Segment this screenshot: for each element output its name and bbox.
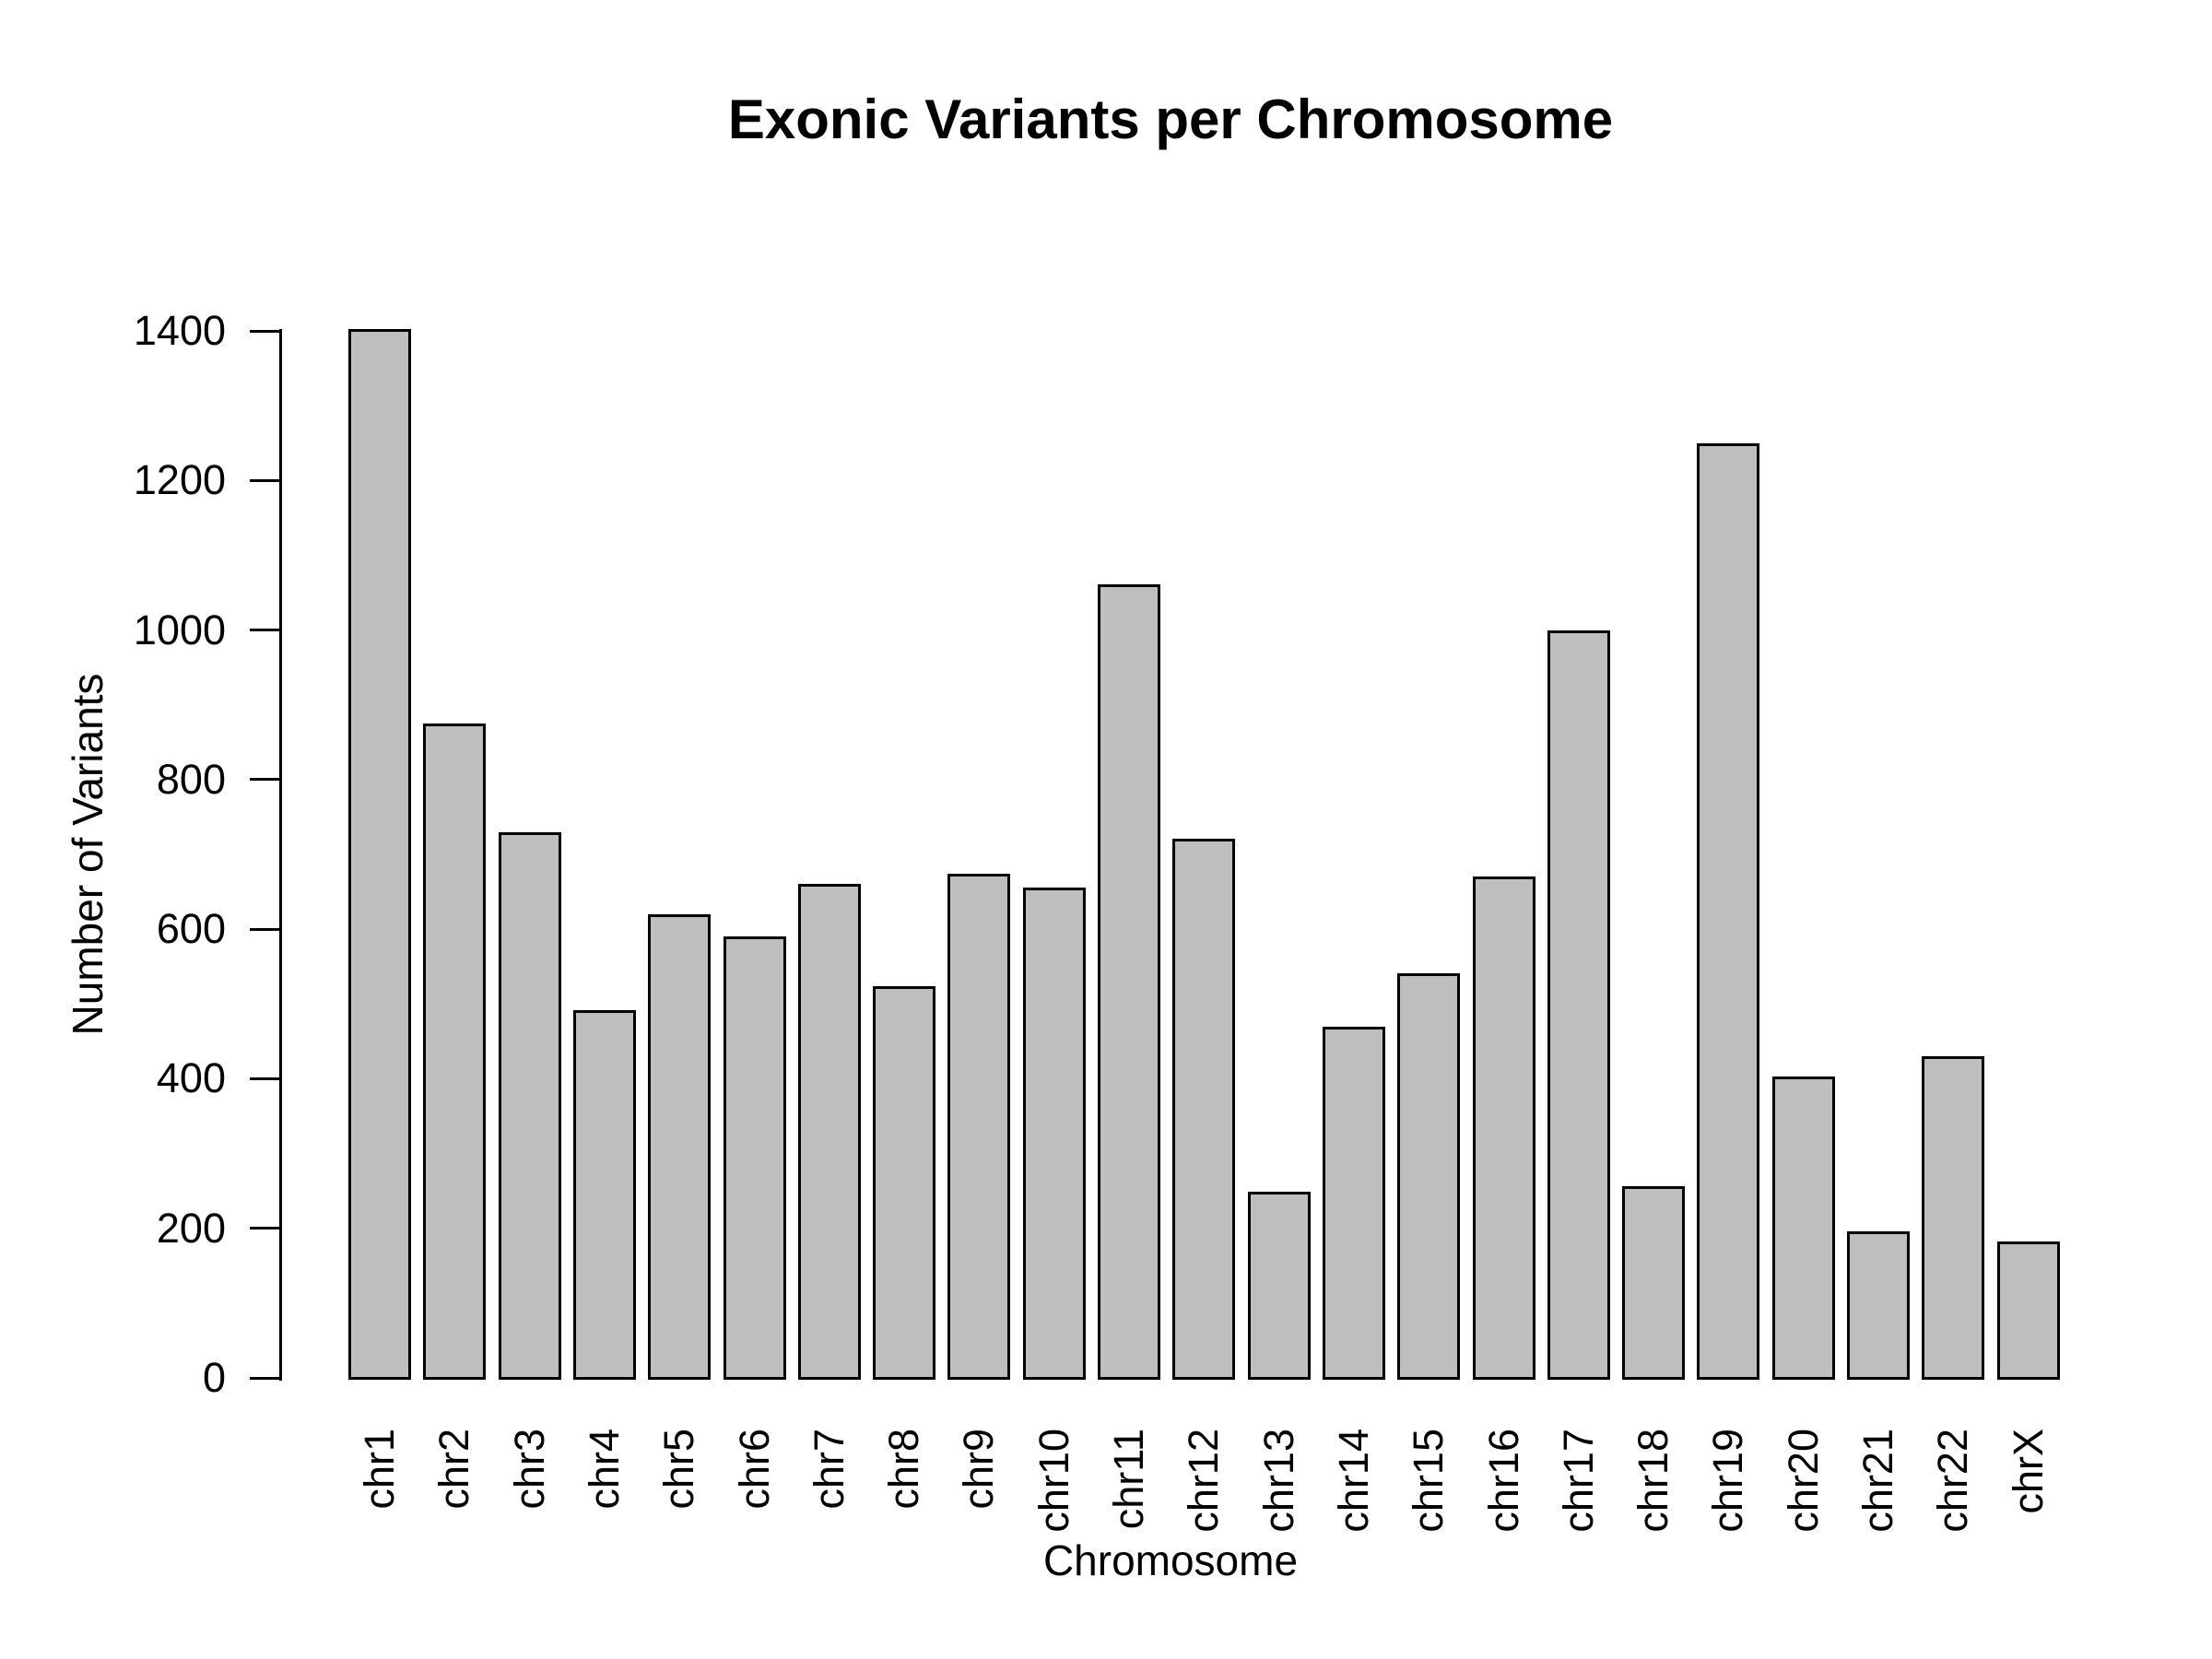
y-tick-label-200: 200 <box>156 1204 226 1252</box>
bar-chr6 <box>724 936 786 1380</box>
x-tick-label-chr10: chr10 <box>1030 1429 1077 1533</box>
bar-chr21 <box>1847 1231 1910 1380</box>
y-tick-mark-1400 <box>250 329 280 333</box>
bar-chr19 <box>1697 443 1759 1380</box>
y-tick-label-0: 0 <box>202 1354 226 1401</box>
bar-chr4 <box>573 1010 636 1380</box>
bar-chr12 <box>1172 839 1235 1380</box>
x-tick-label-chr19: chr19 <box>1704 1429 1751 1533</box>
y-tick-label-400: 400 <box>156 1054 226 1102</box>
x-tick-label-chr12: chr12 <box>1180 1429 1227 1533</box>
y-tick-mark-600 <box>250 927 280 931</box>
bar-chr17 <box>1547 630 1610 1380</box>
y-tick-label-800: 800 <box>156 755 226 803</box>
y-tick-label-1000: 1000 <box>133 606 226 653</box>
bar-chr9 <box>947 874 1010 1380</box>
bar-chr10 <box>1023 888 1086 1380</box>
x-tick-label-chr9: chr9 <box>955 1429 1002 1510</box>
bar-chrX <box>1997 1241 2060 1380</box>
x-tick-label-chr17: chr17 <box>1555 1429 1602 1533</box>
bar-chr15 <box>1397 973 1460 1380</box>
bar-chr1 <box>348 329 411 1380</box>
chart-title: Exonic Variants per Chromosome <box>727 88 1614 150</box>
x-tick-label-chr8: chr8 <box>880 1429 927 1510</box>
x-tick-label-chr11: chr11 <box>1105 1429 1152 1530</box>
x-tick-label-chr2: chr2 <box>430 1429 477 1510</box>
y-tick-mark-800 <box>250 778 280 782</box>
y-tick-mark-200 <box>250 1227 280 1230</box>
bar-chr20 <box>1772 1077 1835 1380</box>
bar-chr13 <box>1248 1192 1311 1380</box>
y-tick-mark-1000 <box>250 629 280 632</box>
y-axis-line <box>279 329 282 1381</box>
bar-chr16 <box>1473 877 1535 1380</box>
bar-chr22 <box>1922 1056 1984 1380</box>
x-tick-label-chr18: chr18 <box>1630 1429 1677 1533</box>
x-tick-label-chr21: chr21 <box>1854 1429 1901 1533</box>
bar-chr18 <box>1622 1186 1685 1380</box>
x-tick-label-chr3: chr3 <box>506 1429 553 1510</box>
y-tick-label-1200: 1200 <box>133 456 226 504</box>
bar-chr11 <box>1098 584 1160 1380</box>
x-tick-label-chr14: chr14 <box>1330 1429 1377 1533</box>
y-tick-mark-0 <box>250 1376 280 1380</box>
y-tick-label-600: 600 <box>156 905 226 953</box>
bar-chr7 <box>798 884 861 1380</box>
x-tick-label-chr16: chr16 <box>1480 1429 1527 1533</box>
x-tick-label-chr5: chr5 <box>655 1429 702 1510</box>
bar-chr2 <box>423 724 486 1380</box>
x-axis-title: Chromosome <box>1042 1536 1299 1584</box>
x-tick-label-chr6: chr6 <box>731 1429 778 1510</box>
bar-chr8 <box>873 986 935 1380</box>
x-tick-label-chr15: chr15 <box>1405 1429 1452 1533</box>
x-tick-label-chr20: chr20 <box>1780 1429 1827 1533</box>
x-tick-label-chrX: chrX <box>2005 1429 2052 1514</box>
x-tick-label-chr22: chr22 <box>1929 1429 1976 1533</box>
y-tick-label-1400: 1400 <box>133 307 226 354</box>
y-axis-title: Number of Variants <box>64 673 112 1036</box>
y-tick-mark-1200 <box>250 478 280 482</box>
x-tick-label-chr4: chr4 <box>581 1429 628 1510</box>
x-tick-label-chr7: chr7 <box>806 1429 853 1510</box>
y-tick-mark-400 <box>250 1077 280 1080</box>
bar-chr5 <box>648 914 711 1380</box>
bar-chr3 <box>499 832 561 1380</box>
x-tick-label-chr1: chr1 <box>356 1429 403 1510</box>
bar-chr14 <box>1323 1027 1385 1380</box>
x-tick-label-chr13: chr13 <box>1255 1429 1302 1533</box>
